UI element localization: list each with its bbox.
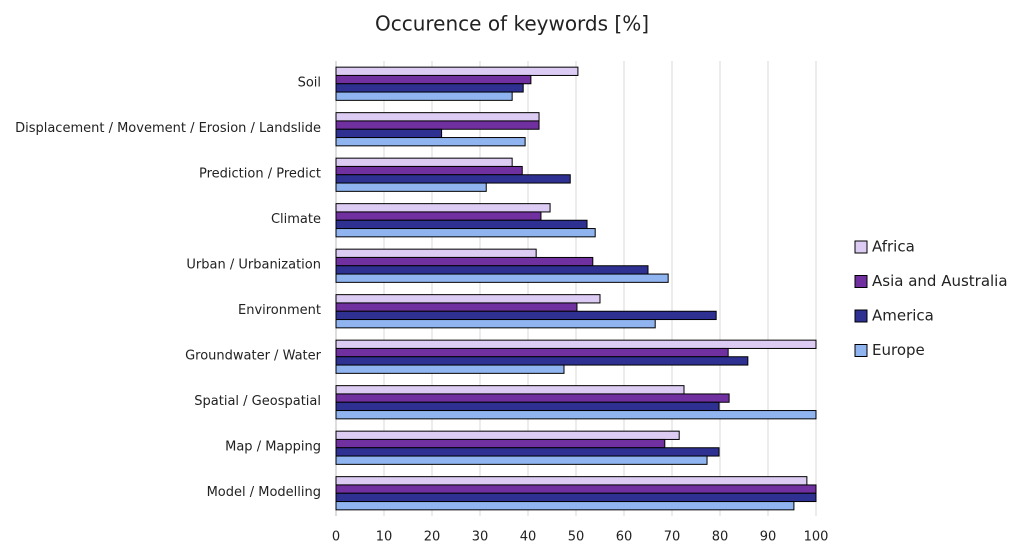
legend-label: America xyxy=(872,307,934,325)
legend-swatch xyxy=(854,344,868,357)
bar xyxy=(335,182,487,192)
bar xyxy=(335,174,571,184)
bar xyxy=(335,112,540,122)
chart-title: Occurence of keywords [%] xyxy=(375,12,649,36)
bar xyxy=(335,248,537,258)
bar xyxy=(335,356,749,366)
bar xyxy=(335,501,795,511)
bar xyxy=(335,165,523,176)
x-tick-label: 30 xyxy=(472,530,489,545)
y-tick-label: Climate xyxy=(271,212,321,227)
x-tick-label: 70 xyxy=(664,530,681,545)
bar xyxy=(335,137,526,147)
x-tick-label: 80 xyxy=(712,530,729,545)
y-tick-label: Environment xyxy=(238,303,321,318)
bar xyxy=(335,74,532,85)
y-tick-label: Model / Modelling xyxy=(207,485,321,500)
bar xyxy=(335,157,513,167)
y-tick-label: Urban / Urbanization xyxy=(186,257,321,272)
bar xyxy=(335,447,720,457)
bar xyxy=(335,484,817,494)
y-tick-label: Spatial / Geospatial xyxy=(194,394,321,409)
bar xyxy=(335,364,565,374)
bar xyxy=(335,438,666,449)
bar xyxy=(335,228,596,238)
bar xyxy=(335,256,594,267)
bar xyxy=(335,385,685,395)
y-tick-label: Displacement / Movement / Erosion / Land… xyxy=(15,121,321,136)
bar xyxy=(335,219,588,230)
bar xyxy=(335,393,730,403)
y-tick-label: Prediction / Predict xyxy=(199,166,321,181)
bar xyxy=(335,302,578,312)
legend-swatch xyxy=(854,275,868,288)
bar xyxy=(335,339,817,349)
bar xyxy=(335,319,656,329)
x-tick-label: 50 xyxy=(568,530,585,545)
x-tick-label: 10 xyxy=(376,530,393,545)
bar xyxy=(335,83,524,93)
y-tick-label: Groundwater / Water xyxy=(185,348,322,363)
bar xyxy=(335,294,601,304)
x-tick-label: 90 xyxy=(760,530,777,545)
bar xyxy=(335,401,720,412)
legend-label: Asia and Australia xyxy=(872,272,1008,290)
bar xyxy=(335,91,513,101)
legend-label: Africa xyxy=(872,238,915,256)
x-tick-label: 40 xyxy=(520,530,537,545)
bar xyxy=(335,66,579,76)
y-tick-label: Soil xyxy=(298,75,321,90)
legend-swatch xyxy=(854,309,868,323)
bar xyxy=(335,347,729,358)
x-tick-label: 20 xyxy=(424,530,441,545)
bar xyxy=(335,211,542,221)
bar xyxy=(335,120,540,130)
bar xyxy=(335,476,808,486)
legend-label: Europe xyxy=(872,341,925,359)
bar xyxy=(335,310,717,321)
x-tick-label: 100 xyxy=(804,530,829,545)
bar xyxy=(335,265,649,275)
x-tick-label: 60 xyxy=(616,530,633,545)
bar xyxy=(335,128,443,139)
bar xyxy=(335,410,817,420)
bar xyxy=(335,492,817,503)
bar xyxy=(335,203,551,213)
y-tick-label: Map / Mapping xyxy=(225,439,321,454)
bar xyxy=(335,455,708,465)
bar xyxy=(335,430,680,440)
x-tick-label: 0 xyxy=(332,530,340,545)
legend-swatch xyxy=(854,240,868,254)
bar xyxy=(335,273,669,283)
